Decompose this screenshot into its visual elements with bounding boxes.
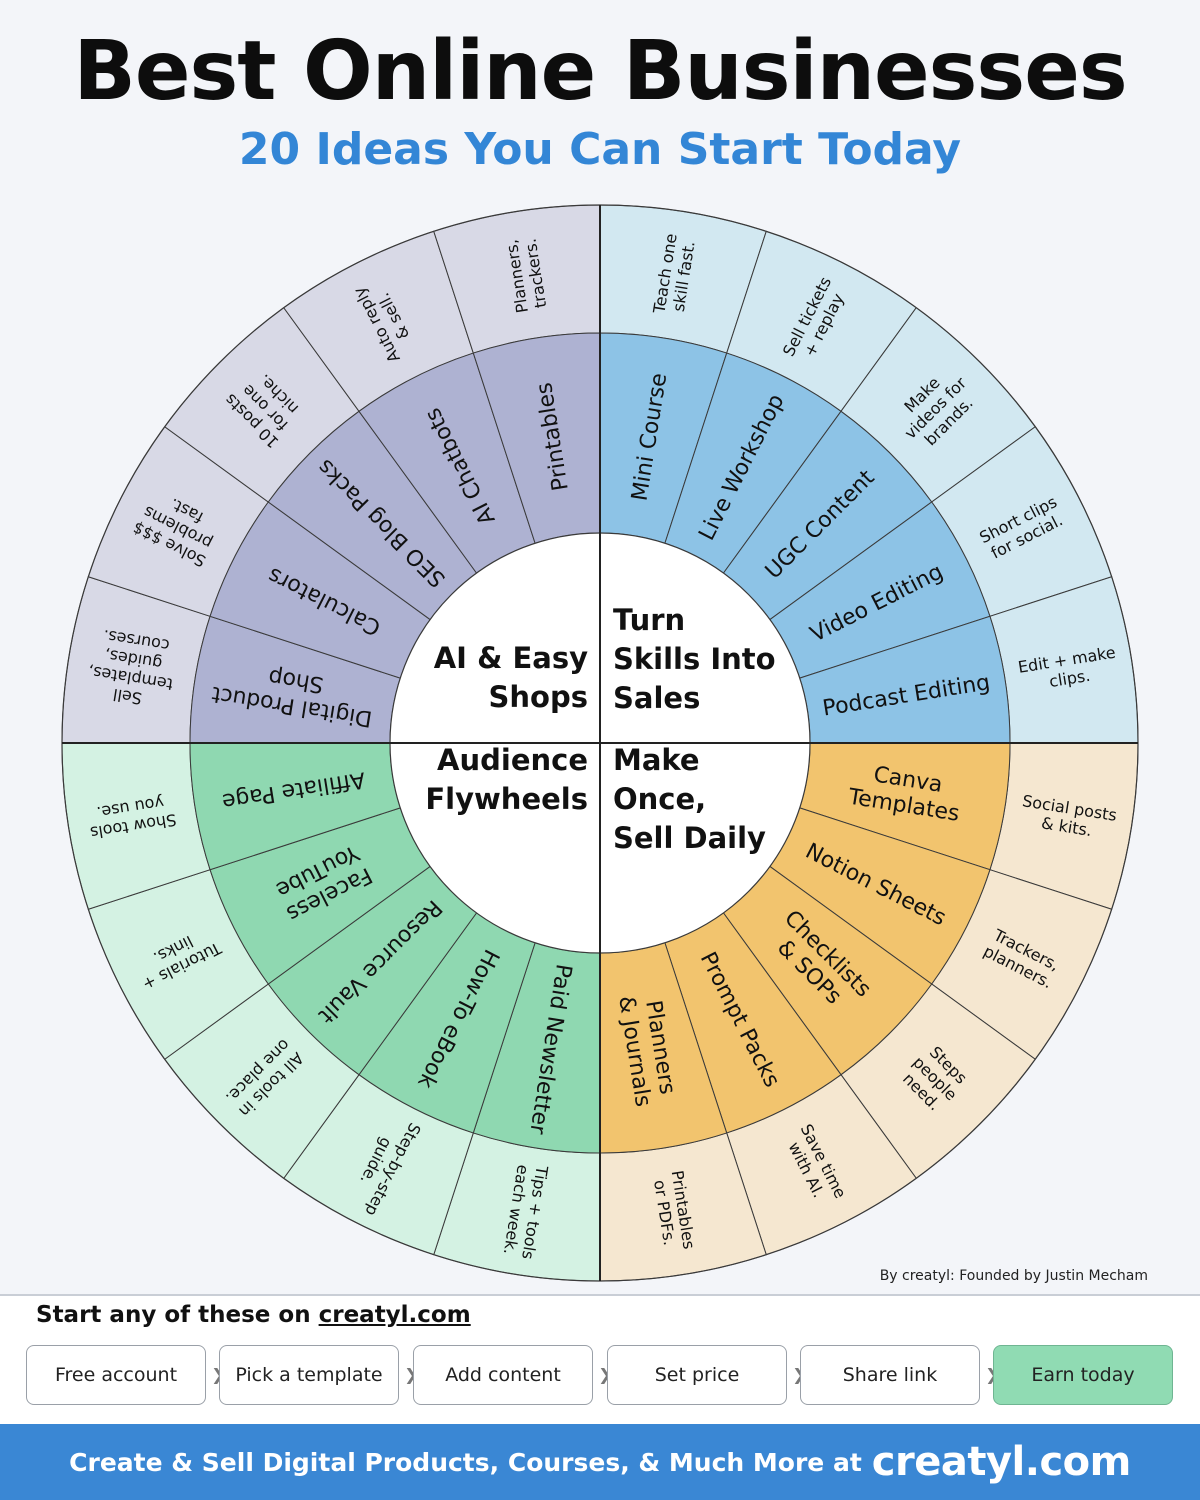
quadrant-title-line: Shops bbox=[489, 680, 588, 714]
footer-text: Create & Sell Digital Products, Courses,… bbox=[69, 1447, 862, 1477]
quadrant-title-line: Turn bbox=[613, 603, 685, 637]
step-share-link[interactable]: Share link bbox=[800, 1345, 980, 1405]
quadrant-title-line: Flywheels bbox=[425, 782, 588, 816]
step-set-price[interactable]: Set price bbox=[607, 1345, 787, 1405]
step-pick-template[interactable]: Pick a template bbox=[219, 1345, 399, 1405]
quadrant-title-line: Sell Daily bbox=[613, 821, 766, 855]
quadrant-title-line: Audience bbox=[437, 743, 588, 777]
quadrant-title: Make Once, Sell Daily bbox=[613, 743, 766, 855]
step-earn-today[interactable]: Earn today bbox=[993, 1345, 1173, 1405]
step-add-content[interactable]: Add content bbox=[413, 1345, 593, 1405]
quadrant-title: Turn Skills Into Sales bbox=[613, 603, 776, 715]
step-free-account[interactable]: Free account bbox=[26, 1345, 206, 1405]
quadrant-title-line: AI & Easy bbox=[434, 641, 588, 675]
footer-banner: Create & Sell Digital Products, Courses,… bbox=[0, 1424, 1200, 1500]
quadrant-title-line: Make bbox=[613, 743, 700, 777]
idea-description-line: Sell bbox=[112, 685, 144, 708]
quadrant-title-line: Skills Into bbox=[613, 642, 776, 676]
quadrant-title-line: Once, bbox=[613, 782, 706, 816]
page-subtitle: 20 Ideas You Can Start Today bbox=[238, 124, 962, 175]
quadrant-title: Audience Flywheels bbox=[425, 743, 588, 816]
quadrant-title: AI & Easy Shops bbox=[434, 641, 588, 714]
start-heading-text: Start any of these on bbox=[36, 1302, 319, 1328]
creatyl-link[interactable]: creatyl.com bbox=[318, 1302, 471, 1328]
quadrant-title-line: Sales bbox=[613, 681, 700, 715]
start-heading: Start any of these on creatyl.com bbox=[36, 1302, 471, 1328]
credit-line: By creatyl: Founded by Justin Mecham bbox=[879, 1268, 1148, 1284]
page-title: Best Online Businesses bbox=[73, 24, 1127, 119]
footer-brand-logo[interactable]: creatyl.com bbox=[871, 1439, 1132, 1485]
